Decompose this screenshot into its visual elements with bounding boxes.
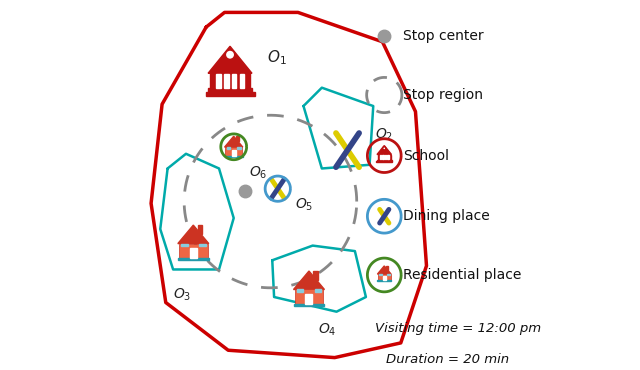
Polygon shape [208,46,252,73]
Polygon shape [205,92,255,96]
Polygon shape [383,276,386,280]
Polygon shape [387,155,389,159]
Polygon shape [377,159,392,161]
Polygon shape [232,150,236,156]
Polygon shape [294,271,324,289]
Text: $O_3$: $O_3$ [173,287,191,303]
Polygon shape [378,280,391,281]
Circle shape [383,147,386,150]
Polygon shape [236,136,239,141]
Polygon shape [225,147,242,156]
Polygon shape [387,274,390,275]
Polygon shape [378,155,391,159]
Polygon shape [232,74,236,88]
Polygon shape [208,88,252,92]
Polygon shape [297,289,303,292]
Polygon shape [380,155,381,159]
Polygon shape [178,225,209,243]
Text: $O_4$: $O_4$ [318,322,337,338]
Polygon shape [378,266,391,274]
Circle shape [225,50,235,59]
Polygon shape [379,274,381,275]
Polygon shape [225,136,243,147]
Polygon shape [216,74,221,88]
Polygon shape [227,147,230,149]
Polygon shape [210,73,250,88]
Text: Duration = 20 min: Duration = 20 min [386,353,509,366]
Text: Stop center: Stop center [403,29,483,43]
Polygon shape [378,274,390,280]
Polygon shape [315,289,321,292]
Polygon shape [190,248,197,258]
Text: Dining place: Dining place [403,209,490,223]
Text: $O_5$: $O_5$ [296,197,314,213]
Polygon shape [385,155,387,159]
Polygon shape [376,161,392,162]
Polygon shape [387,266,388,270]
Polygon shape [377,145,392,155]
Text: $O_6$: $O_6$ [249,165,268,181]
Polygon shape [224,74,228,88]
Text: Stop region: Stop region [403,88,483,102]
Polygon shape [239,74,244,88]
Polygon shape [199,243,205,246]
Polygon shape [225,156,243,157]
Polygon shape [178,258,209,260]
Text: School: School [403,149,449,163]
Polygon shape [382,155,384,159]
Polygon shape [314,271,317,279]
Text: $O_1$: $O_1$ [267,48,287,67]
Polygon shape [294,289,323,304]
Polygon shape [305,294,312,304]
Text: Visiting time = 12:00 pm: Visiting time = 12:00 pm [375,322,541,335]
Polygon shape [294,304,324,306]
Polygon shape [179,243,208,258]
Polygon shape [181,243,188,246]
Polygon shape [237,147,241,149]
Polygon shape [198,225,202,233]
Text: $O_2$: $O_2$ [375,127,393,144]
Text: Residential place: Residential place [403,268,521,282]
